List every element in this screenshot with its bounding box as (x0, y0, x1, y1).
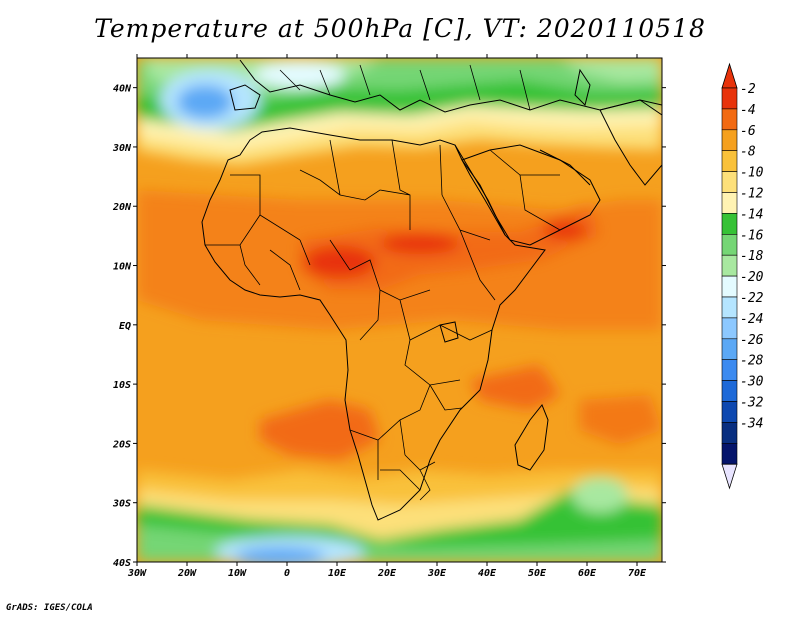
colorbar-label: -24 (740, 312, 763, 327)
colorbar-label: -16 (740, 228, 764, 243)
colorbar-label: -6 (740, 124, 756, 139)
temperature-field (137, 58, 662, 562)
field-cold-core-north (177, 85, 233, 119)
lake-victoria (439, 321, 459, 343)
country-borders (205, 64, 561, 501)
colorbar-swatch (721, 171, 738, 193)
colorbar-swatch (721, 275, 738, 298)
lon-label: 10W (228, 568, 247, 579)
colorbar: -2 -4 -6 -8 -10 -12 -14 -16 -18 -20 -22 -24 -26 -28 -3… (721, 62, 764, 490)
field-band-2-west (304, 246, 376, 278)
colorbar-swatch (721, 401, 738, 423)
lat-label: 10S (113, 380, 131, 391)
lat-label: 30S (112, 499, 131, 510)
field-band-4-east-indian (580, 395, 662, 445)
lon-label: 20E (377, 568, 397, 579)
colorbar-swatch (721, 338, 738, 360)
colorbar-label: -22 (740, 291, 764, 306)
colorbar-label: -28 (740, 354, 764, 369)
lon-label: 30W (127, 568, 147, 579)
colorbar-swatch (721, 317, 738, 340)
europe-coast (239, 59, 662, 113)
colorbar-label: -30 (740, 375, 764, 390)
border-arabia (489, 149, 561, 231)
colorbar-label: -12 (740, 187, 764, 202)
lat-label: 10N (113, 262, 132, 273)
iberia (229, 84, 261, 111)
colorbar-swatch (721, 213, 738, 235)
colorbar-top-arrow (721, 62, 738, 89)
colorbar-label: -18 (740, 249, 764, 264)
lat-label: 20N (112, 202, 132, 213)
border-east (349, 324, 493, 480)
lon-label: 50E (528, 568, 547, 579)
coastlines (201, 59, 662, 521)
field-band-18-east (560, 58, 662, 82)
plot-frame (136, 57, 663, 563)
field-cold-core-south (235, 547, 325, 562)
madagascar-coast (514, 404, 549, 471)
colorbar-label: -2 (740, 82, 756, 97)
colorbar-swatch (721, 359, 738, 381)
colorbar-swatch (721, 380, 738, 402)
colorbar-swatch (721, 296, 738, 319)
longitude-labels: 30W 20W 10W 0 10E 20E 30E 40E 50E 60E 70E (127, 54, 647, 579)
lon-label: 60E (578, 568, 597, 579)
field-band-20 (255, 61, 345, 89)
lat-label: 40N (113, 84, 132, 95)
red-sea (454, 144, 506, 236)
colorbar-swatch (721, 234, 738, 256)
colorbar-label: -8 (740, 145, 756, 160)
colorbar-label: -4 (740, 103, 756, 118)
lat-label: EQ (119, 321, 131, 332)
border-europe (279, 64, 531, 111)
colorbar-swatch (721, 442, 738, 465)
africa-coastline (201, 127, 546, 521)
colorbar-swatch (721, 192, 738, 214)
lon-label: 10E (328, 568, 347, 579)
colorbar-swatch (721, 129, 738, 152)
border-westafrica (205, 214, 351, 291)
lat-label: 40S (113, 558, 131, 569)
colorbar-label: -14 (740, 207, 763, 222)
colorbar-swatch (721, 150, 738, 172)
colorbar-label: -32 (740, 396, 764, 411)
field-band-4-south (260, 400, 380, 460)
latitude-labels: 40N 30N 20N 10N EQ 10S 20S 30S 40S (112, 84, 666, 569)
map-title: Temperature at 500hPa [C], VT: 202011051… (94, 14, 706, 43)
colorbar-label: -10 (740, 166, 764, 181)
caspian-sea (574, 68, 591, 106)
lat-label: 30N (112, 143, 132, 154)
field-band-2-central (380, 234, 460, 254)
colorbar-label: -26 (740, 333, 764, 348)
lon-label: 0 (284, 568, 290, 579)
lat-label: 20S (112, 439, 131, 450)
border-south (380, 469, 431, 501)
field-band-18-madagascar-south (572, 477, 628, 513)
field-band-2-east (543, 221, 587, 239)
colorbar-swatch (721, 87, 738, 110)
colorbar-label: -20 (740, 270, 764, 285)
lon-label: 70E (628, 568, 647, 579)
border-sahara (230, 139, 443, 241)
india (599, 99, 662, 186)
persian-gulf (539, 149, 591, 186)
lon-label: 20W (177, 568, 197, 579)
lon-label: 30E (427, 568, 447, 579)
colorbar-swatch (721, 254, 738, 277)
colorbar-swatch (721, 108, 738, 131)
colorbar-label: -34 (740, 416, 763, 431)
colorbar-bottom-arrow (721, 463, 738, 490)
lon-label: 40E (478, 568, 497, 579)
grads-credit: GrADS: IGES/COLA (6, 603, 93, 613)
field-band-4-sw-indian (470, 365, 560, 410)
colorbar-swatch (721, 422, 738, 444)
